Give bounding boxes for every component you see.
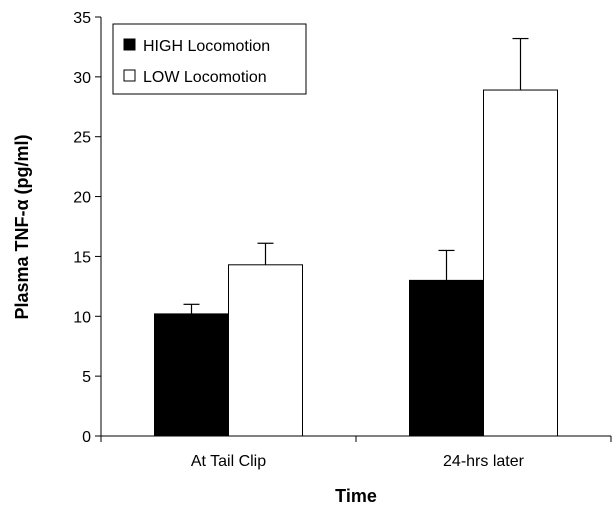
legend-label-high: HIGH Locomotion (143, 38, 270, 55)
x-axis-title: Time (335, 486, 377, 506)
y-tick-label: 10 (73, 309, 91, 326)
y-axis-title: Plasma TNF-α (pg/ml) (12, 134, 32, 319)
y-tick-label: 30 (73, 70, 91, 87)
x-category-label: 24-hrs later (443, 453, 525, 470)
legend-box (112, 23, 307, 95)
bar-high-1 (409, 279, 484, 437)
bar-high-0 (154, 313, 229, 437)
y-tick-label: 25 (73, 130, 91, 147)
y-tick-label: 20 (73, 190, 91, 207)
y-tick-label: 0 (82, 429, 91, 446)
legend: HIGH Locomotion LOW Locomotion (112, 23, 307, 95)
y-tick-label: 5 (82, 369, 91, 386)
bar-low-0 (228, 264, 303, 437)
x-category-label: At Tail Clip (191, 453, 266, 470)
y-tick-label: 15 (73, 249, 91, 266)
legend-swatch-low (123, 69, 136, 82)
legend-label-low: LOW Locomotion (143, 69, 267, 86)
y-tick-label: 35 (73, 10, 91, 27)
plot-area: 0 5 10 15 20 25 30 35 At Tail Clip 24-hrs later (73, 10, 612, 470)
legend-swatch-high (123, 38, 136, 51)
bar-low-1 (483, 89, 558, 437)
